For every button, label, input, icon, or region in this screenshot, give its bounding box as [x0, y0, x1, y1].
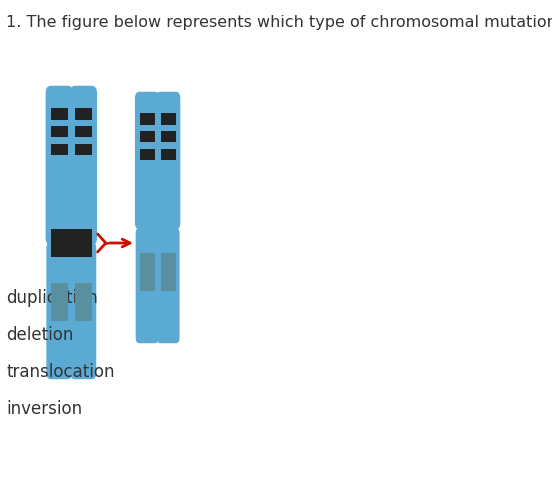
Polygon shape: [51, 213, 92, 273]
Polygon shape: [51, 213, 92, 273]
Text: duplication: duplication: [6, 289, 98, 307]
Bar: [161, 113, 176, 125]
Bar: [51, 229, 92, 257]
Text: 1. The figure below represents which type of chromosomal mutation?: 1. The figure below represents which typ…: [6, 15, 552, 30]
Text: deletion: deletion: [6, 326, 73, 344]
FancyBboxPatch shape: [157, 228, 179, 343]
Bar: [51, 108, 67, 120]
Bar: [51, 283, 67, 321]
Text: translocation: translocation: [6, 363, 114, 381]
FancyBboxPatch shape: [70, 86, 97, 245]
Bar: [161, 253, 176, 291]
Bar: [161, 131, 176, 142]
Bar: [140, 131, 155, 142]
FancyBboxPatch shape: [156, 92, 181, 229]
Bar: [75, 283, 92, 321]
Bar: [51, 144, 67, 155]
FancyBboxPatch shape: [135, 92, 160, 229]
Bar: [140, 253, 155, 291]
Bar: [140, 113, 155, 125]
Bar: [161, 149, 176, 160]
Bar: [75, 126, 92, 137]
Polygon shape: [140, 198, 176, 258]
Bar: [140, 149, 155, 160]
Polygon shape: [140, 198, 176, 258]
Bar: [75, 108, 92, 120]
Bar: [51, 126, 67, 137]
Bar: [75, 144, 92, 155]
FancyBboxPatch shape: [136, 228, 158, 343]
Text: inversion: inversion: [6, 400, 82, 418]
FancyBboxPatch shape: [46, 242, 72, 379]
Polygon shape: [51, 213, 92, 273]
Polygon shape: [140, 198, 176, 258]
FancyBboxPatch shape: [70, 242, 96, 379]
FancyBboxPatch shape: [46, 86, 73, 245]
